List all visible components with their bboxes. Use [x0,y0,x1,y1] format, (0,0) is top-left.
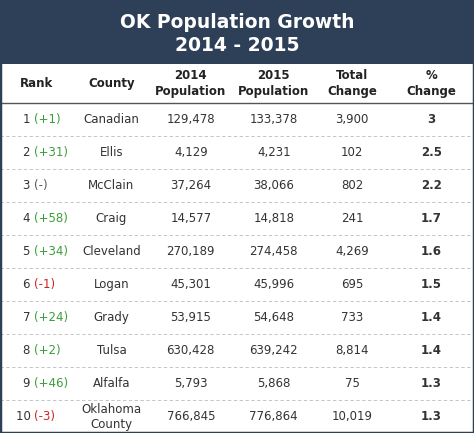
Text: 14,818: 14,818 [253,212,294,225]
Text: (+24): (+24) [34,311,68,324]
Text: 1.6: 1.6 [421,245,442,258]
Text: (+31): (+31) [34,146,68,159]
Text: 270,189: 270,189 [166,245,215,258]
Text: Total
Change: Total Change [327,69,377,98]
FancyBboxPatch shape [0,334,474,367]
Text: 53,915: 53,915 [170,311,211,324]
Text: 1.7: 1.7 [421,212,442,225]
Text: 102: 102 [341,146,363,159]
Text: (+46): (+46) [34,377,68,390]
Text: 1.5: 1.5 [421,278,442,291]
Text: 54,648: 54,648 [253,311,294,324]
FancyBboxPatch shape [0,202,474,235]
Text: 802: 802 [341,179,363,192]
FancyBboxPatch shape [0,0,474,64]
Text: Rank: Rank [20,77,54,90]
Text: Grady: Grady [93,311,129,324]
Text: 133,378: 133,378 [250,113,298,126]
Text: 14,577: 14,577 [170,212,211,225]
Text: Canadian: Canadian [83,113,139,126]
Text: Cleveland: Cleveland [82,245,141,258]
Text: 45,301: 45,301 [170,278,211,291]
Text: 1.3: 1.3 [421,410,442,423]
Text: 733: 733 [341,311,363,324]
Text: Alfalfa: Alfalfa [92,377,130,390]
FancyBboxPatch shape [0,400,474,433]
FancyBboxPatch shape [0,136,474,169]
Text: 630,428: 630,428 [166,344,215,357]
Text: 766,845: 766,845 [166,410,215,423]
Text: 4,129: 4,129 [174,146,208,159]
Text: 2.5: 2.5 [421,146,442,159]
FancyBboxPatch shape [0,103,474,136]
Text: 4: 4 [23,212,34,225]
Text: 776,864: 776,864 [249,410,298,423]
Text: 1: 1 [23,113,34,126]
Text: 3: 3 [427,113,436,126]
Text: Ellis: Ellis [100,146,123,159]
Text: OK Population Growth: OK Population Growth [120,13,354,32]
Text: 129,478: 129,478 [166,113,215,126]
Text: 274,458: 274,458 [249,245,298,258]
Text: 7: 7 [23,311,34,324]
Text: Oklahoma
County: Oklahoma County [82,403,141,430]
Text: (-1): (-1) [34,278,55,291]
Text: 1.4: 1.4 [421,344,442,357]
Text: 241: 241 [341,212,363,225]
Text: Tulsa: Tulsa [97,344,126,357]
Text: 75: 75 [345,377,359,390]
Text: 10,019: 10,019 [331,410,373,423]
FancyBboxPatch shape [0,235,474,268]
Text: 4,231: 4,231 [257,146,291,159]
Text: 2014
Population: 2014 Population [155,69,227,98]
Text: 2015
Population: 2015 Population [238,69,310,98]
Text: 2.2: 2.2 [421,179,442,192]
Text: (-3): (-3) [34,410,55,423]
FancyBboxPatch shape [0,301,474,334]
FancyBboxPatch shape [0,268,474,301]
Text: 6: 6 [23,278,34,291]
Text: 8: 8 [23,344,34,357]
Text: 45,996: 45,996 [253,278,294,291]
Text: 37,264: 37,264 [170,179,211,192]
Text: 5,868: 5,868 [257,377,291,390]
Text: 1.4: 1.4 [421,311,442,324]
Text: 4,269: 4,269 [335,245,369,258]
Text: 5,793: 5,793 [174,377,208,390]
Text: 3,900: 3,900 [335,113,369,126]
Text: 639,242: 639,242 [249,344,298,357]
Text: Craig: Craig [96,212,127,225]
Text: Logan: Logan [93,278,129,291]
Text: 9: 9 [23,377,34,390]
Text: (+34): (+34) [34,245,68,258]
Text: %
Change: % Change [406,69,456,98]
Text: (+1): (+1) [34,113,61,126]
Text: 1.3: 1.3 [421,377,442,390]
Text: County: County [88,77,135,90]
FancyBboxPatch shape [0,169,474,202]
FancyBboxPatch shape [0,64,474,103]
Text: 8,814: 8,814 [335,344,369,357]
Text: 5: 5 [23,245,34,258]
Text: 2014 - 2015: 2014 - 2015 [175,36,299,55]
Text: 2: 2 [23,146,34,159]
Text: (-): (-) [34,179,48,192]
Text: (+2): (+2) [34,344,61,357]
Text: 695: 695 [341,278,363,291]
Text: 10: 10 [16,410,34,423]
Text: (+58): (+58) [34,212,68,225]
Text: 3: 3 [23,179,34,192]
Text: 38,066: 38,066 [253,179,294,192]
FancyBboxPatch shape [0,367,474,400]
Text: McClain: McClain [88,179,135,192]
